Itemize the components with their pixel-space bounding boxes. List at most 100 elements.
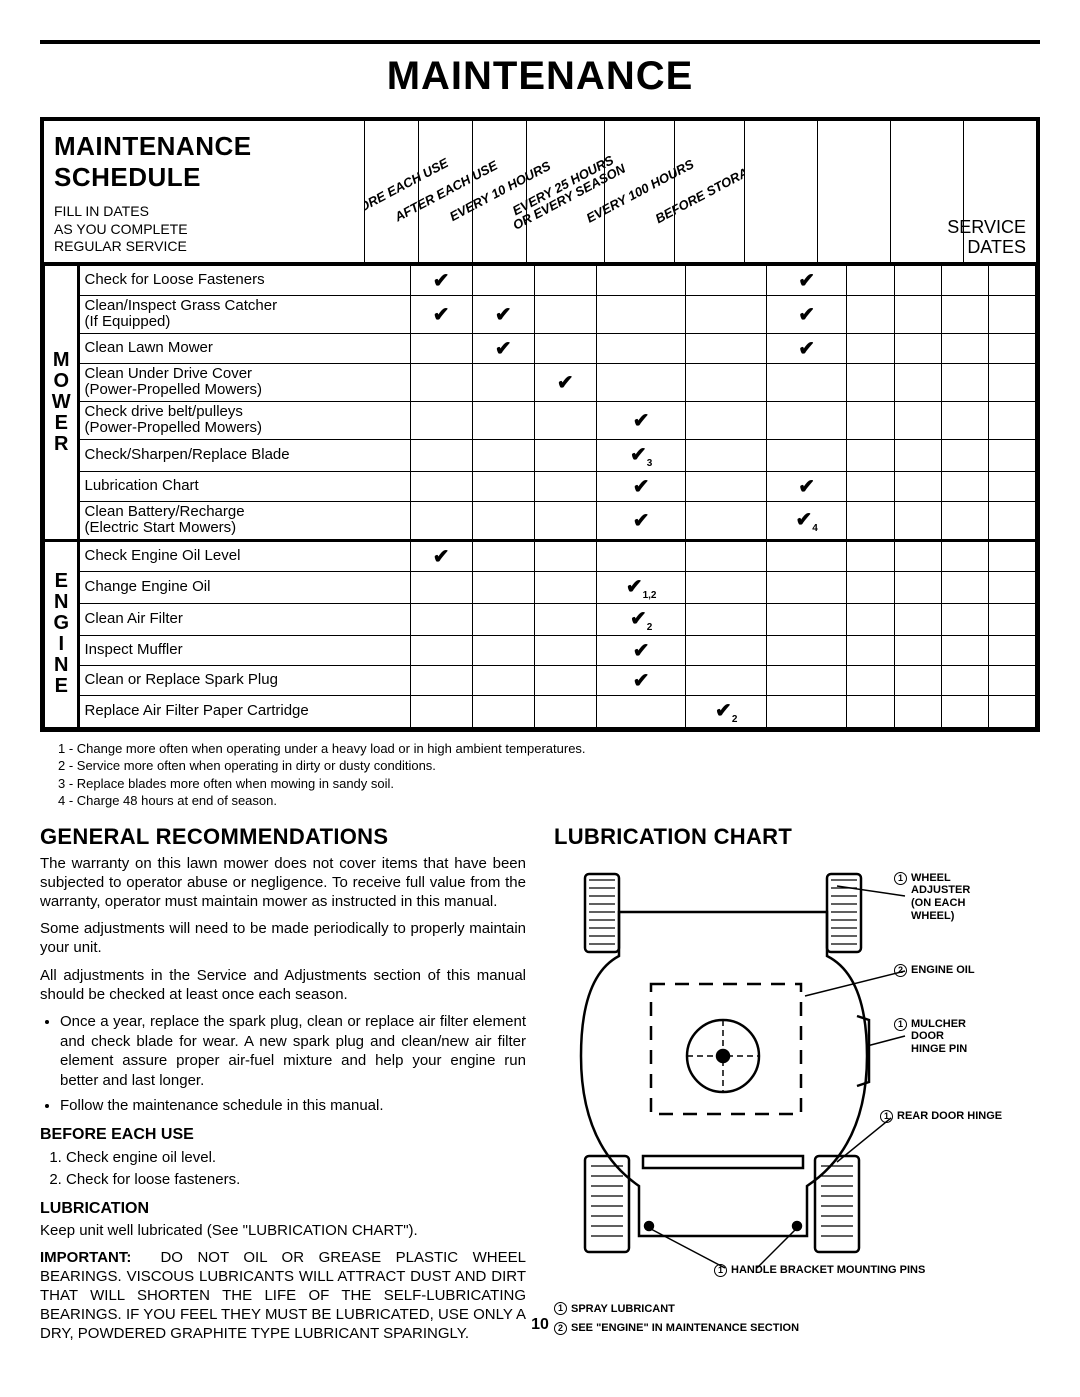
service-date-cell[interactable] <box>847 363 894 401</box>
service-date-cell[interactable] <box>894 501 941 540</box>
service-date-cell[interactable] <box>894 333 941 363</box>
service-date-cell[interactable] <box>941 571 988 603</box>
service-date-cell[interactable] <box>941 471 988 501</box>
service-date-cell[interactable] <box>941 439 988 471</box>
service-date-cell[interactable] <box>894 665 941 695</box>
service-date-cell[interactable] <box>894 695 941 727</box>
schedule-footnotes: 1 - Change more often when operating und… <box>58 740 1040 810</box>
check-cell <box>410 363 472 401</box>
service-date-cell[interactable] <box>941 401 988 439</box>
service-date-cell[interactable] <box>894 471 941 501</box>
table-row: Clean/Inspect Grass Catcher(If Equipped)… <box>45 295 1036 333</box>
service-date-cell[interactable] <box>988 501 1035 540</box>
important-label: IMPORTANT: <box>40 1249 131 1266</box>
important-note: IMPORTANT: DO NOT OIL OR GREASE PLASTIC … <box>40 1248 526 1344</box>
lubrication-p: Keep unit well lubricated (See "LUBRICAT… <box>40 1221 526 1240</box>
service-date-cell[interactable] <box>941 295 988 333</box>
schedule-subtitle: FILL IN DATESAS YOU COMPLETEREGULAR SERV… <box>54 203 358 256</box>
check-cell <box>686 540 766 571</box>
check-cell <box>534 540 596 571</box>
task-cell: Lubrication Chart <box>79 471 410 501</box>
diagram-callout: 2ENGINE OIL <box>894 964 975 977</box>
service-date-cell[interactable] <box>847 401 894 439</box>
check-cell <box>410 695 472 727</box>
service-date-cell[interactable] <box>988 571 1035 603</box>
footnote: 4 - Charge 48 hours at end of season. <box>58 792 1040 810</box>
schedule-table: MOWERCheck for Loose Fasteners✔✔Clean/In… <box>44 265 1036 728</box>
service-date-cell[interactable] <box>894 439 941 471</box>
check-cell <box>410 401 472 439</box>
service-date-cell[interactable] <box>941 333 988 363</box>
service-date-cell[interactable] <box>847 665 894 695</box>
check-cell <box>686 635 766 665</box>
service-date-cell[interactable] <box>847 571 894 603</box>
check-cell <box>472 363 534 401</box>
task-cell: Clean/Inspect Grass Catcher(If Equipped) <box>79 295 410 333</box>
service-date-cell[interactable] <box>941 665 988 695</box>
check-cell: ✔ <box>766 295 846 333</box>
general-p3: All adjustments in the Service and Adjus… <box>40 966 526 1004</box>
service-date-cell[interactable] <box>988 401 1035 439</box>
table-row: Clean or Replace Spark Plug✔ <box>45 665 1036 695</box>
service-date-cell[interactable] <box>988 363 1035 401</box>
page-number: 10 <box>531 1316 549 1334</box>
service-date-cell[interactable] <box>847 603 894 635</box>
service-date-cell[interactable] <box>941 265 988 295</box>
check-cell <box>766 439 846 471</box>
service-date-cell[interactable] <box>988 603 1035 635</box>
service-date-cell[interactable] <box>988 695 1035 727</box>
service-date-cell[interactable] <box>894 540 941 571</box>
service-date-cell[interactable] <box>941 540 988 571</box>
service-date-cell[interactable] <box>988 665 1035 695</box>
service-date-cell[interactable] <box>988 265 1035 295</box>
service-date-cell[interactable] <box>941 635 988 665</box>
general-p2: Some adjustments will need to be made pe… <box>40 919 526 957</box>
service-date-cell[interactable] <box>847 471 894 501</box>
service-date-cell[interactable] <box>894 265 941 295</box>
service-date-cell[interactable] <box>988 295 1035 333</box>
service-date-cell[interactable] <box>847 439 894 471</box>
service-date-cell[interactable] <box>988 439 1035 471</box>
table-row: Inspect Muffler✔ <box>45 635 1036 665</box>
service-date-cell[interactable] <box>941 603 988 635</box>
schedule-interval-headers: BEFORE EACH USEAFTER EACH USEEVERY 10 HO… <box>364 121 744 262</box>
check-cell <box>686 571 766 603</box>
interval-header: EVERY 25 HOURSOR EVERY SEASON <box>527 121 605 262</box>
service-label-1: SERVICE <box>749 218 1026 238</box>
service-date-cell[interactable] <box>847 635 894 665</box>
diagram-callout: 1REAR DOOR HINGE <box>880 1110 1002 1123</box>
service-date-cell[interactable] <box>894 401 941 439</box>
service-date-cell[interactable] <box>894 571 941 603</box>
service-date-cell[interactable] <box>894 295 941 333</box>
service-date-cell[interactable] <box>847 695 894 727</box>
check-cell <box>596 363 686 401</box>
check-cell <box>410 501 472 540</box>
check-cell <box>534 501 596 540</box>
check-cell <box>686 603 766 635</box>
service-date-cell[interactable] <box>941 363 988 401</box>
check-cell <box>534 665 596 695</box>
table-row: Clean Battery/Recharge(Electric Start Mo… <box>45 501 1036 540</box>
service-date-cell[interactable] <box>941 695 988 727</box>
service-date-cell[interactable] <box>847 540 894 571</box>
table-row: Clean Lawn Mower✔✔ <box>45 333 1036 363</box>
service-date-cell[interactable] <box>988 333 1035 363</box>
service-date-cell[interactable] <box>988 635 1035 665</box>
service-date-cell[interactable] <box>988 471 1035 501</box>
check-cell <box>596 540 686 571</box>
service-date-cell[interactable] <box>847 295 894 333</box>
service-date-cell[interactable] <box>894 635 941 665</box>
service-date-cell[interactable] <box>847 265 894 295</box>
check-cell <box>596 295 686 333</box>
service-date-cell[interactable] <box>894 363 941 401</box>
service-date-cell[interactable] <box>894 603 941 635</box>
check-cell: ✔ <box>410 540 472 571</box>
service-date-cell[interactable] <box>847 501 894 540</box>
heading-lubrication-chart: LUBRICATION CHART <box>554 824 1040 850</box>
service-date-cell[interactable] <box>988 540 1035 571</box>
task-cell: Replace Air Filter Paper Cartridge <box>79 695 410 727</box>
service-date-cell[interactable] <box>941 501 988 540</box>
service-date-cell[interactable] <box>847 333 894 363</box>
general-bullets: Once a year, replace the spark plug, cle… <box>60 1012 526 1116</box>
table-row: Clean Air Filter✔2 <box>45 603 1036 635</box>
